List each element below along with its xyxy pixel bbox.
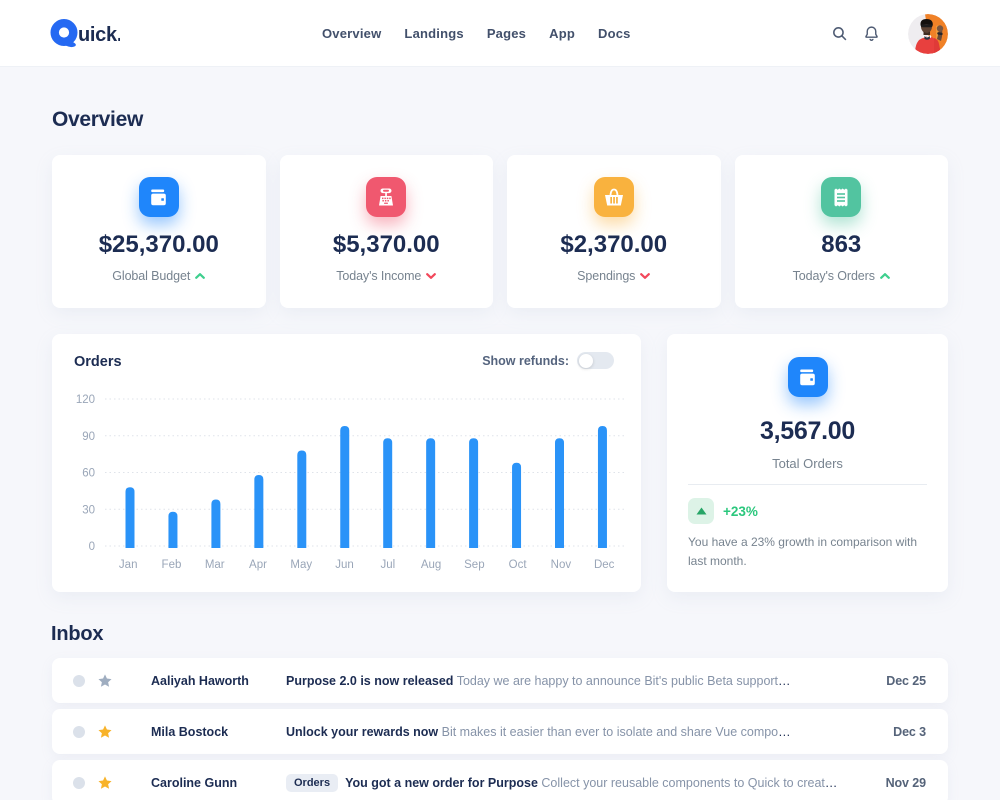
svg-text:60: 60: [82, 468, 95, 480]
svg-text:120: 120: [76, 394, 95, 406]
svg-text:0: 0: [89, 541, 95, 553]
svg-text:90: 90: [82, 431, 95, 443]
svg-text:Feb: Feb: [162, 559, 182, 571]
svg-text:Dec: Dec: [594, 559, 615, 571]
svg-text:Jan: Jan: [119, 559, 138, 571]
svg-text:30: 30: [82, 504, 95, 516]
svg-text:Aug: Aug: [421, 559, 441, 571]
svg-text:Sep: Sep: [464, 559, 484, 571]
svg-text:Nov: Nov: [551, 559, 572, 571]
svg-text:uick.: uick.: [78, 24, 120, 46]
svg-text:Jun: Jun: [335, 559, 354, 571]
svg-text:Mar: Mar: [205, 559, 225, 571]
svg-text:Oct: Oct: [509, 559, 528, 571]
svg-text:Apr: Apr: [249, 559, 267, 571]
svg-text:Jul: Jul: [380, 559, 395, 571]
svg-text:May: May: [290, 559, 312, 571]
